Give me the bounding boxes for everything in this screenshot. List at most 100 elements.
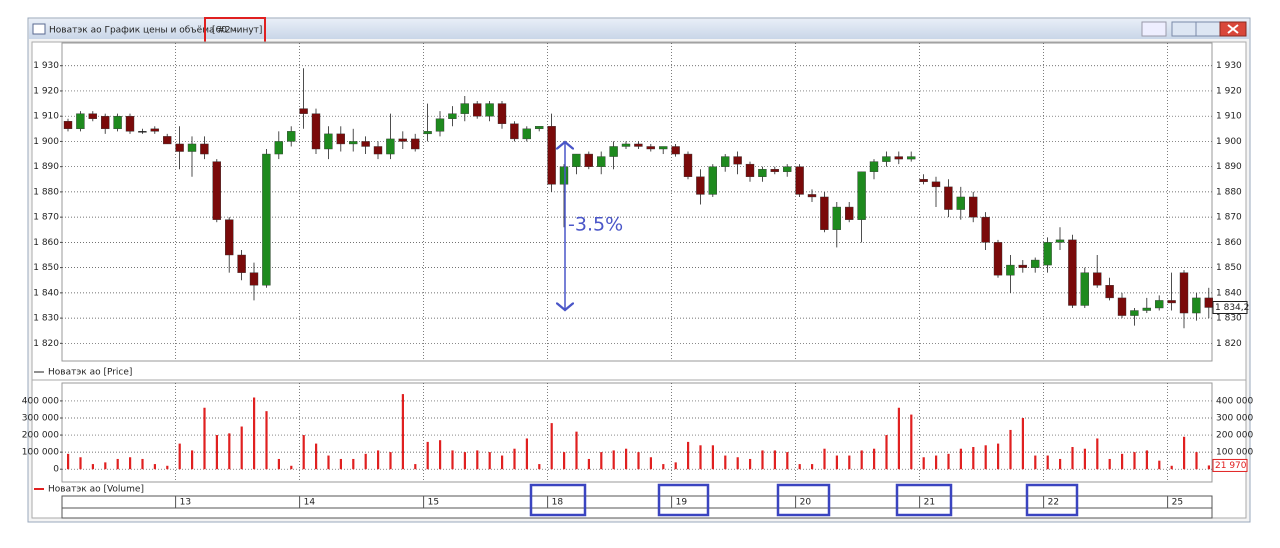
volume-bar (637, 452, 640, 470)
volume-bar (811, 464, 814, 470)
candle-body (336, 133, 345, 145)
minimize-button[interactable] (1171, 21, 1197, 37)
volume-bar (587, 458, 590, 470)
volume-bar (538, 464, 541, 470)
candle-body (287, 131, 296, 142)
candle-body (448, 113, 457, 119)
candle-body (882, 156, 891, 162)
volume-bar (1170, 465, 1173, 470)
candle-body (1043, 242, 1052, 266)
candle-body (807, 194, 817, 198)
volume-bar (488, 452, 491, 470)
volume-bar (277, 458, 280, 470)
candle-body (76, 113, 85, 130)
candle-body (187, 143, 197, 152)
y-tick-label-right: 1 830 (1216, 314, 1242, 324)
volume-bar (414, 464, 417, 470)
volume-bar (997, 443, 1000, 470)
candle-body (1030, 259, 1040, 268)
volume-bar (1121, 453, 1124, 470)
candle-body (1142, 307, 1152, 311)
candle-body (237, 254, 246, 273)
volume-bar (513, 448, 516, 470)
y-tick-label-right: 1 820 (1216, 339, 1242, 349)
title-bar (29, 19, 1249, 39)
maximize-button[interactable] (1195, 21, 1221, 37)
candle-body (299, 108, 308, 114)
candle-body (1204, 297, 1214, 308)
volume-bar (835, 455, 838, 470)
candle-body (820, 196, 829, 230)
close-icon (1227, 24, 1239, 34)
volume-bar (1207, 465, 1210, 470)
candle-body (349, 141, 358, 145)
volume-bar (228, 433, 231, 470)
volume-bar (724, 455, 727, 470)
candle-body (88, 113, 98, 119)
volume-bar (1046, 455, 1049, 470)
candle-body (795, 166, 804, 195)
candle-body (1179, 272, 1189, 314)
candle-body (175, 143, 184, 152)
candle-body (200, 143, 209, 155)
volume-bar (674, 462, 677, 470)
y-tick-label-right: 1 930 (1216, 61, 1242, 71)
candle-body (894, 156, 903, 160)
candle-body (274, 141, 283, 155)
volume-bar (1195, 452, 1198, 470)
volume-bar (873, 448, 876, 470)
candle-body (1092, 272, 1102, 286)
candle-body (1006, 264, 1015, 276)
drop-annotation: -3.5% (568, 214, 623, 236)
y-tick-label-right: 1 890 (1216, 162, 1242, 172)
y-tick-label-right: 1 840 (1216, 288, 1242, 298)
y-tick-label: 100 000 (22, 448, 59, 458)
candle-body (981, 216, 990, 243)
date-label: 13 (180, 498, 191, 508)
date-label: 14 (304, 498, 316, 508)
pin-button[interactable] (1141, 21, 1167, 37)
candle-body (125, 115, 135, 132)
candle-body (621, 143, 631, 147)
volume-bar (711, 445, 714, 470)
date-axis-lower (61, 507, 1213, 519)
candle-body (907, 156, 916, 160)
y-tick-label-right: 1 880 (1216, 187, 1242, 197)
candle-body (659, 146, 668, 150)
candle-body (969, 196, 978, 218)
volume-bar (439, 440, 442, 470)
y-tick-label-right: 1 860 (1216, 238, 1242, 248)
candle-body (113, 115, 122, 130)
y-tick-label-right: 1 920 (1216, 86, 1242, 96)
volume-bar (736, 457, 739, 470)
candle-body (721, 156, 730, 167)
volume-bar (947, 453, 950, 470)
volume-bar (302, 435, 305, 470)
volume-bar (786, 452, 789, 470)
date-label: 22 (1048, 498, 1059, 508)
volume-bar (1009, 429, 1012, 470)
volume-bar (91, 464, 94, 470)
volume-bar (352, 458, 355, 470)
volume-bar (339, 458, 342, 470)
volume-bar (699, 445, 702, 470)
y-tick-label: 200 000 (22, 431, 59, 441)
candle-body (1068, 239, 1077, 306)
price-panel (61, 42, 1213, 362)
price-legend: Новатэк ао [Price] (48, 368, 132, 378)
candle-body (138, 131, 147, 133)
candle-body (100, 115, 110, 130)
candle-body (262, 153, 271, 286)
volume-legend: Новатэк ао [Volume] (48, 485, 144, 495)
window-interval: [60 минут] (212, 26, 262, 36)
candle-body (473, 103, 482, 117)
y-tick-label: 400 000 (22, 396, 59, 406)
volume-bar (153, 464, 156, 470)
candle-body (1167, 300, 1176, 304)
volume-bar (67, 453, 70, 470)
volume-bar (1108, 458, 1111, 470)
last-price-box (1212, 300, 1248, 314)
candle-body (832, 206, 841, 230)
window-title: Новатэк ао График цены и объёма #2 - (49, 26, 237, 36)
